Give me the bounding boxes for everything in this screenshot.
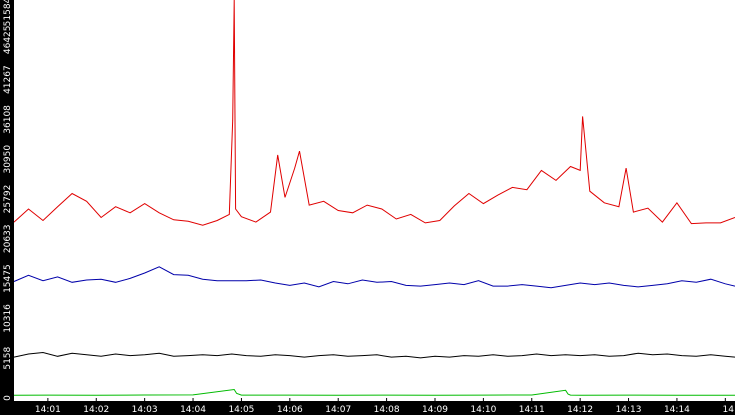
y-axis-ticks: 0 5158 10316 15475 20633 25792 30950 36108 41267…: [3, 0, 13, 401]
y-tick-label: 46425: [3, 25, 13, 54]
x-tick-label: 14:11: [519, 405, 545, 415]
x-tick-label: 14:10: [470, 405, 496, 415]
series-line-2: [13, 266, 735, 289]
x-tick-label: 14:02: [83, 405, 109, 415]
y-tick-label: 30950: [3, 145, 13, 174]
y-tick-label: 20633: [3, 224, 13, 253]
y-axis-band: [0, 0, 14, 415]
series-line-4: [13, 388, 735, 396]
y-tick-label: 5158: [3, 346, 13, 369]
y-tick-label: 25792: [3, 185, 13, 214]
x-tick-label: 14:13: [616, 405, 642, 415]
series-line-3: [13, 351, 735, 359]
series-layer: [13, 0, 735, 396]
x-tick-label: 14:14: [664, 405, 690, 415]
x-tick-label: 14:12: [567, 405, 593, 415]
x-tick-label: 14: [723, 405, 735, 415]
y-tick-label: 0: [3, 395, 13, 401]
y-tick-label: 15475: [3, 264, 13, 293]
x-tick-label: 14:04: [180, 405, 206, 415]
x-tick-label: 14:01: [35, 405, 61, 415]
x-tick-label: 14:03: [132, 405, 158, 415]
y-tick-label: 51584: [3, 0, 13, 26]
series-line-1: [13, 0, 735, 226]
x-axis-band: [0, 401, 735, 415]
y-tick-label: 41267: [3, 65, 13, 94]
y-tick-label: 10316: [3, 304, 13, 333]
x-axis-ticks: 14:01 14:02 14:03 14:04 14:05 14:06 14:07 14:08…: [35, 398, 734, 415]
x-tick-label: 14:08: [374, 405, 400, 415]
x-tick-label: 14:09: [422, 405, 448, 415]
x-tick-label: 14:05: [228, 405, 254, 415]
x-tick-label: 14:07: [325, 405, 351, 415]
y-tick-label: 36108: [3, 105, 13, 134]
x-tick-label: 14:06: [277, 405, 303, 415]
